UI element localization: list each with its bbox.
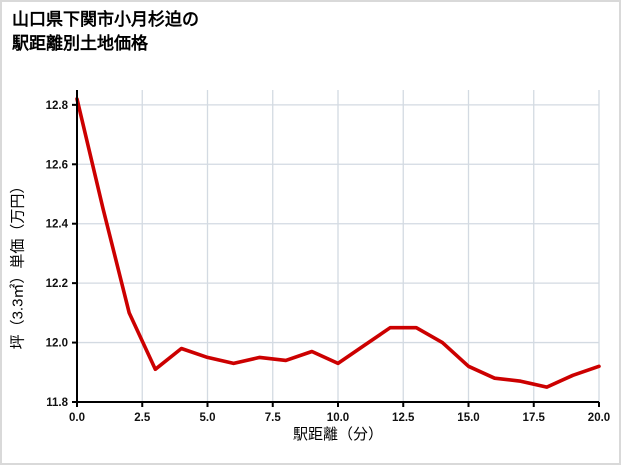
y-tick-label: 12.0 bbox=[46, 338, 68, 350]
chart-title: 山口県下関市小月杉迫の 駅距離別土地価格 bbox=[12, 8, 199, 56]
x-tick-label: 17.5 bbox=[523, 412, 546, 424]
x-tick-label: 20.0 bbox=[588, 412, 610, 424]
y-tick-label: 12.6 bbox=[46, 159, 68, 171]
y-tick-label: 11.8 bbox=[46, 397, 68, 409]
x-tick-label: 7.5 bbox=[265, 412, 282, 424]
y-tick-label: 12.4 bbox=[46, 219, 69, 231]
y-tick-label: 12.2 bbox=[46, 278, 68, 290]
x-tick-label: 15.0 bbox=[457, 412, 479, 424]
chart-title-line1: 山口県下関市小月杉迫の bbox=[12, 10, 199, 29]
chart-title-line2: 駅距離別土地価格 bbox=[12, 34, 148, 53]
x-tick-label: 5.0 bbox=[200, 412, 216, 424]
x-tick-label: 12.5 bbox=[392, 412, 415, 424]
x-tick-label: 10.0 bbox=[327, 412, 349, 424]
y-tick-label: 12.8 bbox=[46, 100, 69, 112]
x-tick-label: 2.5 bbox=[134, 412, 151, 424]
x-tick-label: 0.0 bbox=[69, 412, 85, 424]
price-line-series bbox=[75, 97, 601, 389]
x-axis-label: 駅距離（分） bbox=[292, 426, 383, 443]
